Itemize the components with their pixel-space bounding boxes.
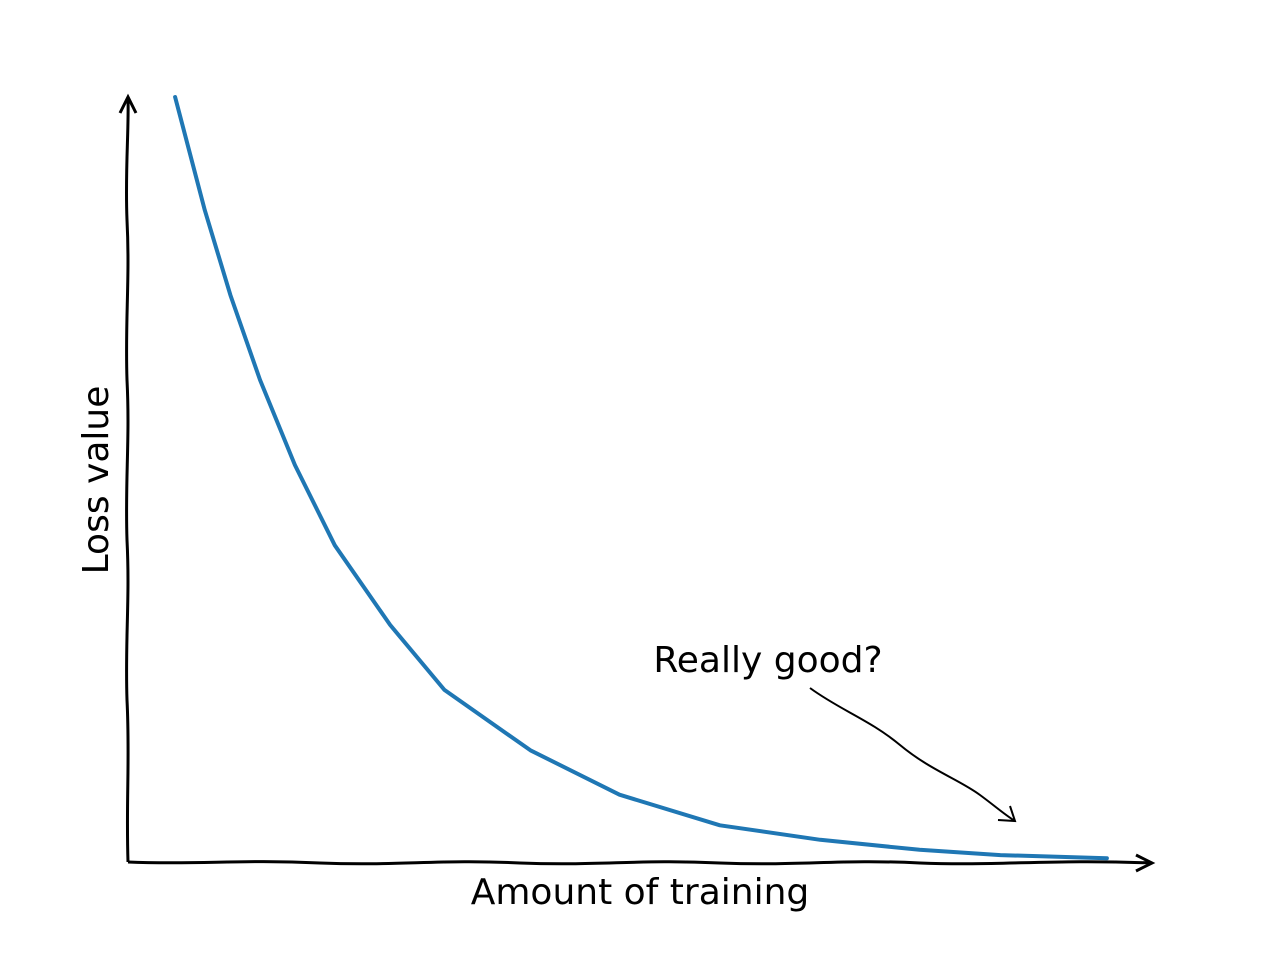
y-axis-label: Loss value: [76, 386, 117, 575]
x-axis-arrow: [1135, 853, 1156, 873]
y-axis-arrow: [118, 93, 138, 114]
annotation: Really good?: [653, 640, 882, 681]
x-axis: [127, 860, 1153, 866]
x-axis-label: Amount of training: [471, 872, 810, 913]
y-axis: [124, 96, 130, 863]
annotation-arrow: [809, 687, 1017, 823]
line: [173, 95, 1109, 861]
